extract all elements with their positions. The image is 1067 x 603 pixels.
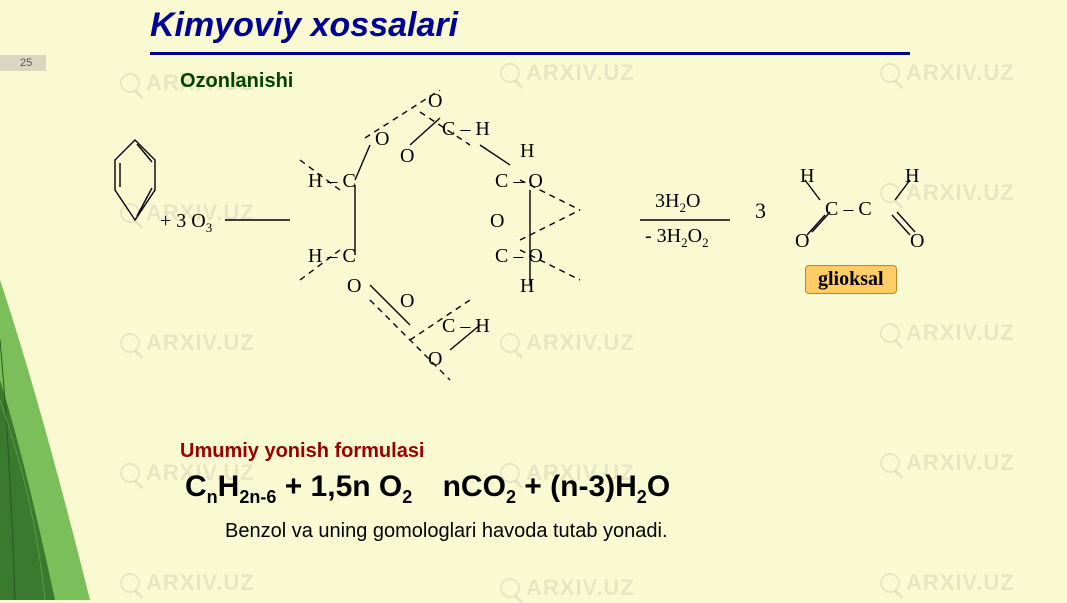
co-1: C – O: [495, 170, 543, 193]
page-title: Kimyoviy xossalari: [150, 6, 458, 45]
ch-1: C – H: [442, 118, 490, 141]
watermark: ARXIV.UZ: [880, 570, 1015, 596]
prod-h-l: H: [800, 165, 814, 188]
subheading-combustion: Umumiy yonish formulasi: [180, 440, 425, 463]
prod-o-r: O: [910, 230, 924, 253]
o-ul2: O: [400, 145, 414, 168]
o-bot: O: [428, 348, 442, 371]
prod-h-r: H: [905, 165, 919, 188]
combustion-formula: CnH2n-6 + 1,5n O2 nCO2 + (n-3)H2O: [185, 470, 670, 508]
o-ul: O: [375, 128, 389, 151]
watermark: ARXIV.UZ: [880, 450, 1015, 476]
glioksal-label: glioksal: [805, 265, 897, 294]
co-2: C – O: [495, 245, 543, 268]
watermark: ARXIV.UZ: [880, 60, 1015, 86]
o-ll2: O: [400, 290, 414, 313]
slide-number: 25: [0, 55, 46, 71]
o-ll: O: [347, 275, 361, 298]
h2o-over: 3H2O: [655, 190, 700, 216]
hc-2: H – C: [308, 245, 356, 268]
plus-3o3: + 3 O3: [160, 210, 212, 236]
ozone-diagram: + 3 O3 O C – H O O H – C H C – O O C – O…: [110, 90, 940, 430]
coeff-3: 3: [755, 198, 766, 224]
h-ur: H: [520, 140, 534, 163]
ch-2: C – H: [442, 315, 490, 338]
title-underline: [150, 52, 910, 55]
o-top: O: [428, 90, 442, 113]
prod-cc: C – C: [825, 198, 872, 221]
hc-1: H – C: [308, 170, 356, 193]
h-lr: H: [520, 275, 534, 298]
o-mr: O: [490, 210, 504, 233]
footer-note: Benzol va uning gomologlari havoda tutab…: [225, 520, 668, 543]
watermark: ARXIV.UZ: [500, 575, 635, 601]
h2o2-under: - 3H2O2: [645, 225, 709, 251]
watermark: ARXIV.UZ: [500, 60, 635, 86]
prod-o-l: O: [795, 230, 809, 253]
